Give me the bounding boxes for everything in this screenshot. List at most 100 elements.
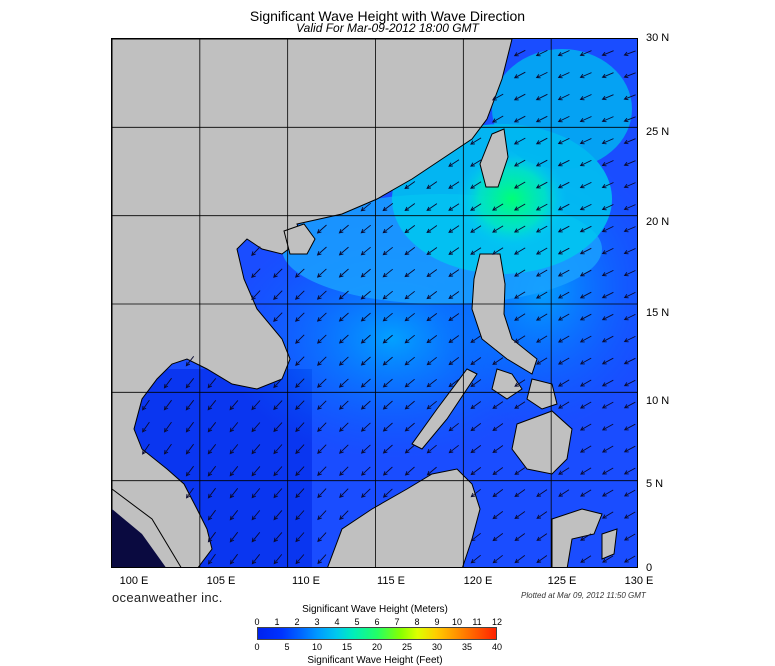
wave-direction-arrow xyxy=(579,445,592,453)
wave-direction-arrow xyxy=(448,203,460,211)
wave-direction-arrow xyxy=(601,423,614,431)
wave-direction-arrow xyxy=(426,203,438,211)
wave-direction-arrow xyxy=(557,159,570,167)
wave-direction-arrow xyxy=(470,159,482,167)
wave-direction-arrow xyxy=(295,422,305,433)
wave-direction-arrow xyxy=(229,510,239,521)
wave-direction-arrow xyxy=(601,313,614,321)
wave-direction-arrow xyxy=(470,335,482,343)
wave-direction-arrow xyxy=(601,291,614,299)
wave-direction-arrow xyxy=(426,225,438,234)
wave-direction-arrow xyxy=(404,225,416,234)
borneo-island xyxy=(327,468,481,567)
wave-direction-arrow xyxy=(470,554,481,564)
wave-direction-arrow xyxy=(623,248,636,255)
wave-direction-arrow xyxy=(448,335,460,344)
wave-direction-arrow xyxy=(229,553,238,565)
wave-direction-arrow xyxy=(382,334,393,344)
wave-direction-arrow xyxy=(382,422,393,432)
wave-direction-arrow xyxy=(492,401,504,409)
wave-direction-arrow xyxy=(207,465,217,477)
wave-direction-arrow xyxy=(295,444,305,455)
wave-direction-arrow xyxy=(360,444,371,454)
wave-direction-arrow xyxy=(382,312,393,322)
wave-direction-arrow xyxy=(535,49,548,57)
wave-direction-arrow xyxy=(273,312,283,322)
wave-direction-arrow xyxy=(557,50,570,57)
feet-tick: 5 xyxy=(284,642,290,652)
wave-direction-arrow xyxy=(601,401,614,409)
wave-direction-arrow xyxy=(448,313,460,322)
wave-direction-arrow xyxy=(601,72,614,79)
wave-direction-arrow xyxy=(492,533,504,542)
sulawesi-island xyxy=(551,508,603,567)
wave-direction-arrow xyxy=(623,313,636,321)
wave-direction-arrow xyxy=(251,466,261,477)
wave-direction-arrow xyxy=(360,312,371,322)
wave-direction-arrow xyxy=(557,203,570,211)
wave-direction-arrow xyxy=(601,357,614,365)
wave-direction-arrow xyxy=(448,422,459,432)
wave-direction-arrow xyxy=(601,160,614,167)
wave-direction-arrow xyxy=(601,138,614,145)
wave-direction-arrow xyxy=(513,93,526,101)
wave-direction-arrow xyxy=(229,400,239,411)
wave-direction-arrow xyxy=(535,137,548,145)
lat-label-15n: 15 N xyxy=(646,307,670,319)
wave-direction-arrow xyxy=(514,269,526,277)
wave-direction-arrow xyxy=(579,401,592,409)
meter-tick: 5 xyxy=(354,617,360,627)
wave-direction-arrow xyxy=(426,313,438,322)
wave-direction-arrow xyxy=(229,531,239,543)
feet-tick: 10 xyxy=(311,642,323,652)
wave-direction-arrow xyxy=(448,357,460,366)
wave-direction-arrow xyxy=(557,225,570,233)
wave-direction-arrow xyxy=(535,115,548,123)
wave-direction-arrow xyxy=(492,225,504,233)
wave-direction-arrow xyxy=(557,357,570,365)
wave-direction-arrow xyxy=(382,224,393,234)
wave-direction-arrow xyxy=(579,269,592,277)
wave-direction-arrow xyxy=(295,554,305,565)
wave-direction-arrow xyxy=(448,225,460,233)
wave-direction-arrow xyxy=(623,116,636,123)
wave-direction-arrow xyxy=(536,357,548,365)
wave-direction-arrow xyxy=(601,489,614,497)
wave-direction-arrow xyxy=(273,532,283,543)
meter-tick: 9 xyxy=(434,617,440,627)
wave-direction-arrow xyxy=(514,335,526,343)
lat-label-5n: 5 N xyxy=(646,478,664,490)
wave-direction-arrow xyxy=(492,554,503,564)
wave-direction-arrow xyxy=(579,313,592,321)
wave-direction-arrow xyxy=(295,400,305,410)
wave-direction-arrow xyxy=(601,467,614,475)
wave-direction-arrow xyxy=(317,422,327,432)
chart-subtitle: Valid For Mar-09-2012 18:00 GMT xyxy=(296,21,479,35)
wave-direction-arrow xyxy=(229,488,239,499)
wave-direction-arrow xyxy=(163,421,172,433)
wave-direction-arrow xyxy=(251,532,261,543)
wave-direction-arrow xyxy=(338,224,349,234)
wave-direction-arrow xyxy=(382,488,393,498)
wave-direction-arrow xyxy=(273,554,283,565)
mainland-asia xyxy=(112,39,513,567)
wave-direction-arrow xyxy=(514,555,526,564)
wave-direction-arrow xyxy=(601,269,614,277)
wave-direction-arrow xyxy=(514,401,526,409)
wave-direction-arrow xyxy=(470,488,481,498)
wave-direction-arrow xyxy=(601,116,614,123)
wave-direction-arrow xyxy=(513,137,526,145)
wave-direction-arrow xyxy=(536,555,548,564)
samar-island xyxy=(526,378,558,410)
wave-direction-arrow xyxy=(251,510,261,521)
wave-direction-arrow xyxy=(185,399,195,411)
wave-direction-arrow xyxy=(470,203,482,211)
wave-direction-arrow xyxy=(623,511,636,519)
wave-direction-arrow xyxy=(579,138,592,145)
wave-direction-arrow xyxy=(339,400,349,410)
wave-direction-arrow xyxy=(470,445,482,454)
wave-direction-arrow xyxy=(623,226,636,233)
lat-label-20n: 20 N xyxy=(646,216,670,228)
wave-direction-arrow xyxy=(382,203,394,212)
wave-direction-arrow xyxy=(601,511,614,519)
